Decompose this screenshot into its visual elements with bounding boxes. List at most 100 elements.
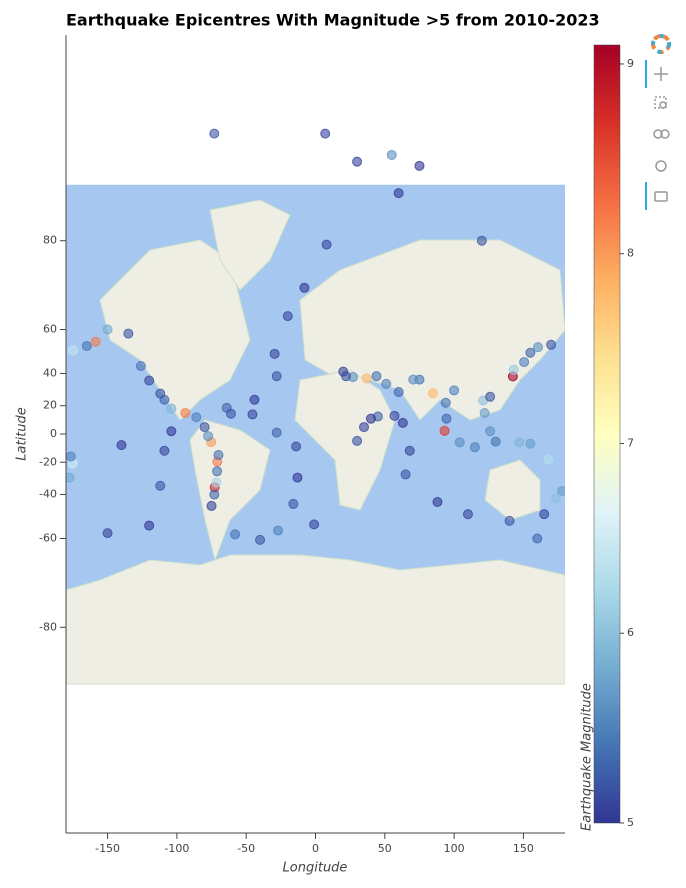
epicentre bbox=[203, 431, 214, 442]
epicentre bbox=[359, 422, 370, 433]
epicentre bbox=[404, 445, 415, 456]
x-axis-label: Longitude bbox=[283, 861, 348, 876]
epicentre bbox=[191, 412, 202, 423]
epicentre bbox=[81, 340, 92, 351]
epicentre bbox=[462, 509, 473, 520]
epicentre bbox=[209, 489, 220, 500]
epicentre bbox=[102, 324, 113, 335]
x-tick-label: -50 bbox=[237, 842, 255, 855]
epicentre bbox=[449, 385, 460, 396]
epicentre bbox=[135, 361, 146, 372]
y-tick-label: 40 bbox=[43, 366, 57, 379]
epicentre bbox=[389, 410, 400, 421]
epicentre bbox=[550, 493, 561, 504]
epicentre bbox=[539, 509, 550, 520]
epicentre bbox=[123, 328, 134, 339]
hover-tool[interactable] bbox=[654, 191, 668, 202]
epicentre bbox=[485, 391, 496, 402]
epicentre bbox=[439, 425, 450, 436]
epicentre bbox=[532, 533, 543, 544]
colorbar-tick-label: 7 bbox=[627, 436, 634, 449]
epicentre bbox=[321, 239, 332, 250]
epicentre bbox=[213, 450, 224, 461]
epicentre bbox=[519, 357, 530, 368]
epicentre bbox=[320, 128, 331, 139]
y-tick-label: -80 bbox=[39, 620, 57, 633]
epicentre bbox=[381, 378, 392, 389]
epicentre bbox=[166, 403, 177, 414]
epicentre bbox=[66, 472, 75, 483]
epicentre bbox=[525, 347, 536, 358]
epicentre bbox=[67, 345, 78, 356]
epicentre bbox=[199, 422, 210, 433]
bokeh-logo[interactable] bbox=[651, 34, 671, 54]
epicentre bbox=[365, 413, 376, 424]
epicentre bbox=[508, 364, 519, 375]
epicentre bbox=[209, 128, 220, 139]
epicentre bbox=[557, 485, 565, 496]
epicentre bbox=[255, 534, 266, 545]
epicentre bbox=[288, 498, 299, 509]
epicentre bbox=[271, 427, 282, 438]
epicentre bbox=[230, 529, 241, 540]
epicentre bbox=[292, 472, 303, 483]
epicentre bbox=[440, 397, 451, 408]
epicentre bbox=[247, 409, 258, 420]
epicentre bbox=[352, 156, 363, 167]
x-tick-label: 50 bbox=[378, 842, 392, 855]
epicentre bbox=[400, 469, 411, 480]
epicentre bbox=[393, 188, 404, 199]
epicentre bbox=[180, 407, 191, 418]
epicentre bbox=[159, 445, 170, 456]
colorbar-label: Earthquake Magnitude bbox=[580, 683, 595, 831]
pan-tool[interactable] bbox=[654, 67, 668, 81]
colorbar-tick-label: 5 bbox=[627, 816, 634, 829]
epicentre bbox=[352, 435, 363, 446]
epicentre bbox=[282, 311, 293, 322]
epicentre bbox=[490, 436, 501, 447]
epicentre bbox=[66, 451, 76, 462]
epicentre bbox=[206, 500, 217, 511]
epicentre bbox=[397, 417, 408, 428]
epicentre bbox=[393, 387, 404, 398]
y-tick-label: -20 bbox=[39, 455, 57, 468]
colorbar bbox=[593, 44, 621, 824]
epicentre bbox=[408, 374, 419, 385]
y-axis-label: Latitude bbox=[15, 407, 30, 461]
y-tick-label: 60 bbox=[43, 323, 57, 336]
epicentre bbox=[504, 515, 515, 526]
box-zoom-tool[interactable] bbox=[654, 96, 667, 109]
epicentre bbox=[427, 388, 438, 399]
x-tick-label: 100 bbox=[444, 842, 465, 855]
wheel-zoom-tool[interactable] bbox=[653, 129, 670, 139]
epicentre bbox=[144, 375, 155, 386]
y-tick-label: -60 bbox=[39, 531, 57, 544]
epicentre bbox=[476, 235, 487, 246]
y-tick-label: 80 bbox=[43, 234, 57, 247]
reset-tool[interactable] bbox=[655, 160, 667, 172]
epicentre bbox=[249, 394, 260, 405]
epicentre bbox=[155, 388, 166, 399]
epicentre bbox=[116, 440, 127, 451]
epicentre bbox=[225, 408, 236, 419]
chart-title: Earthquake Epicentres With Magnitude >5 … bbox=[66, 11, 600, 30]
epicentre bbox=[102, 528, 113, 539]
epicentre bbox=[441, 413, 452, 424]
epicentre bbox=[273, 525, 284, 536]
epicentre bbox=[291, 441, 302, 452]
epicentre bbox=[514, 437, 525, 448]
x-tick-label: -150 bbox=[95, 842, 120, 855]
epicentre bbox=[309, 519, 320, 530]
x-tick-label: -100 bbox=[164, 842, 189, 855]
epicentre bbox=[543, 454, 554, 465]
epicentre bbox=[414, 160, 425, 171]
epicentre bbox=[432, 496, 443, 507]
epicentre bbox=[166, 426, 177, 437]
x-tick-label: 150 bbox=[513, 842, 534, 855]
epicentre bbox=[212, 466, 223, 477]
epicentre bbox=[371, 371, 382, 382]
epicentre bbox=[269, 348, 280, 359]
points bbox=[66, 128, 565, 545]
epicentre bbox=[546, 339, 557, 350]
